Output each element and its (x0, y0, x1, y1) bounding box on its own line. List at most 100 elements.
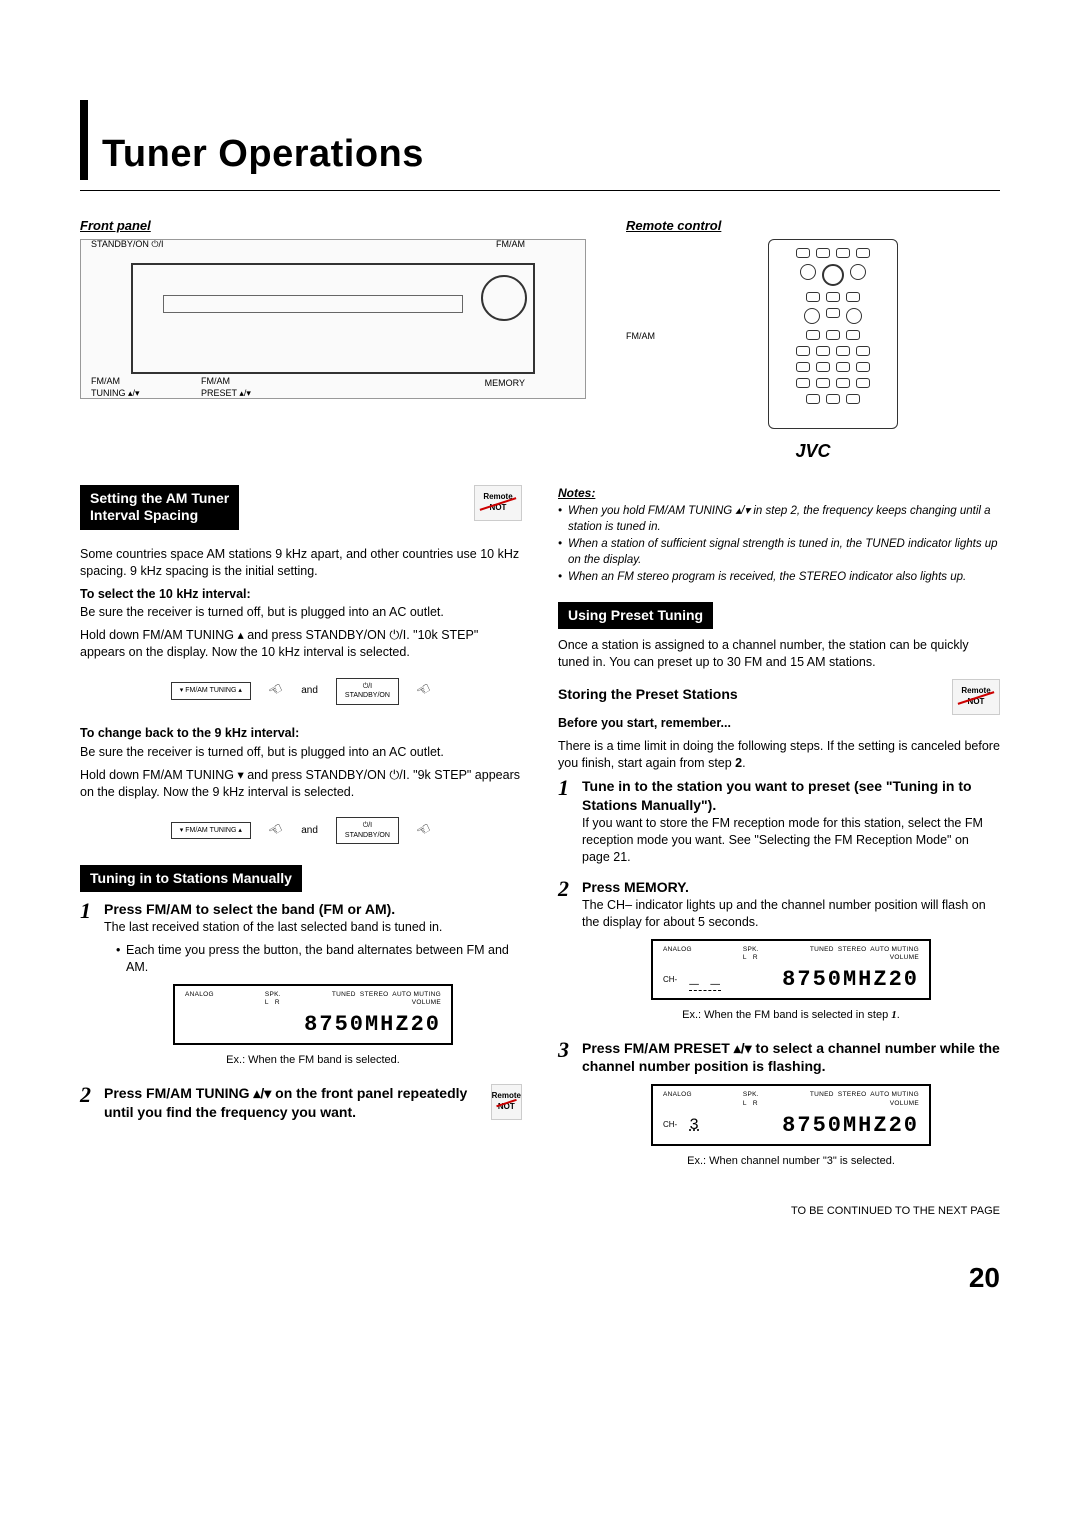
heading-preset-tuning: Using Preset Tuning (558, 602, 713, 630)
remote-not-icon: Remote NOT (474, 485, 522, 521)
r-step-2: 2 Press MEMORY. The CH– indicator lights… (558, 878, 1000, 1033)
display-1: ANALOG SPK. L R TUNED STEREO AUTO MUTING… (173, 984, 453, 1045)
note-item: When a station of sufficient signal stre… (558, 537, 1000, 568)
mini-standby-box: ⏻/I STANDBY/ON (336, 817, 399, 844)
step1-body: The last received station of the last se… (104, 919, 522, 936)
title-block: Tuner Operations (80, 100, 1000, 180)
disp-top-mid: SPK. L R (743, 1091, 759, 1109)
r-step-1: 1 Tune in to the station you want to pre… (558, 777, 1000, 871)
callout-fmam-preset: FM/AM PRESET ▴/▾ (201, 375, 251, 399)
r-step3-head: Press FM/AM PRESET ▴/▾ to select a chann… (582, 1039, 1000, 1077)
remote-diagram (768, 239, 898, 429)
r-step2-head: Press MEMORY. (582, 878, 1000, 897)
note-item: When you hold FM/AM TUNING ▴/▾ in step 2… (558, 504, 1000, 535)
step-num: 1 (558, 777, 574, 871)
callout-fmam-tuning: FM/AM TUNING ▴/▾ (91, 375, 140, 399)
am-intro: Some countries space AM stations 9 kHz a… (80, 546, 522, 580)
disp-top-left: ANALOG (663, 1091, 692, 1109)
disp-top-left: ANALOG (663, 946, 692, 964)
hand-icon: ☜ (412, 818, 435, 844)
preset-intro: Once a station is assigned to a channel … (558, 637, 1000, 671)
callout-fmam-top: FM/AM (496, 238, 525, 250)
notes-head: Notes: (558, 485, 1000, 501)
display-3: ANALOG SPK. L R TUNED STEREO AUTO MUTING… (651, 1084, 931, 1145)
disp-top-mid: SPK. L R (265, 991, 281, 1009)
notes-list: When you hold FM/AM TUNING ▴/▾ in step 2… (558, 504, 1000, 586)
r-step-3: 3 Press FM/AM PRESET ▴/▾ to select a cha… (558, 1039, 1000, 1179)
left-column: Setting the AM Tuner Interval Spacing Re… (80, 485, 522, 1219)
note-item: When an FM stereo program is received, t… (558, 570, 1000, 586)
before-start: Before you start, remember... (558, 715, 1000, 732)
title-rule (80, 190, 1000, 191)
front-panel-block: Front panel STANDBY/ON ⏻/I FM/AM FM/AM T… (80, 217, 586, 463)
callout-standby: STANDBY/ON ⏻/I (91, 238, 163, 250)
mini-standby-box: ⏻/I STANDBY/ON (336, 678, 399, 705)
remote-label: Remote control (626, 217, 1000, 235)
remote-not-icon: Remote NOT (491, 1084, 522, 1120)
sel9-1: Be sure the receiver is turned off, but … (80, 744, 522, 761)
callout-remote-fmam: FM/AM (626, 330, 655, 342)
and-label: and (301, 684, 318, 698)
mini-diagram-10k: ▾ FM/AM TUNING ▴ ☜ and ⏻/I STANDBY/ON ☜ (80, 667, 522, 715)
remote-not-line2: NOT (490, 503, 507, 514)
sel10-head: To select the 10 kHz interval: (80, 586, 522, 603)
heading-am-interval: Setting the AM Tuner Interval Spacing (80, 485, 239, 530)
and-label: and (301, 824, 318, 838)
step-num: 1 (80, 900, 96, 1078)
remote-not-line1: Remote (483, 492, 512, 503)
step-num: 2 (558, 878, 574, 1033)
step1-bullet: Each time you press the button, the band… (116, 942, 522, 976)
disp-top-left: ANALOG (185, 991, 214, 1009)
remote-not-line1: Remote (492, 1091, 521, 1102)
disp-top-right: TUNED STEREO AUTO MUTING VOLUME (332, 991, 441, 1009)
page-number: 20 (80, 1259, 1000, 1297)
title-accent-bar (80, 100, 88, 180)
front-panel-diagram: STANDBY/ON ⏻/I FM/AM FM/AM TUNING ▴/▾ FM… (80, 239, 586, 399)
display-2: ANALOG SPK. L R TUNED STEREO AUTO MUTING… (651, 939, 931, 1000)
step-num: 2 (80, 1084, 96, 1122)
content-columns: Setting the AM Tuner Interval Spacing Re… (80, 485, 1000, 1219)
dial-icon (481, 275, 527, 321)
ch-digits: _ _ (689, 969, 721, 992)
remote-not-line1: Remote (961, 686, 990, 697)
ch-digits: 3 (689, 1115, 700, 1137)
caption-1: Ex.: When the FM band is selected. (104, 1053, 522, 1068)
mini-diagram-9k: ▾ FM/AM TUNING ▴ ☜ and ⏻/I STANDBY/ON ☜ (80, 807, 522, 855)
continue-note: TO BE CONTINUED TO THE NEXT PAGE (558, 1204, 1000, 1219)
caption-3: Ex.: When channel number "3" is selected… (582, 1154, 1000, 1169)
ch-label: CH- (663, 975, 677, 986)
sel10-1: Be sure the receiver is turned off, but … (80, 604, 522, 621)
step2-head: Press FM/AM TUNING ▴/▾ on the front pane… (104, 1084, 483, 1122)
step-num: 3 (558, 1039, 574, 1179)
sel9-2: Hold down FM/AM TUNING ▾ and press STAND… (80, 767, 522, 801)
remote-block: Remote control FM/AM JVC (626, 217, 1000, 463)
step-1: 1 Press FM/AM to select the band (FM or … (80, 900, 522, 1078)
step1-bullets: Each time you press the button, the band… (104, 942, 522, 976)
sel10-2: Hold down FM/AM TUNING ▴ and press STAND… (80, 627, 522, 661)
sel9-head: To change back to the 9 kHz interval: (80, 725, 522, 742)
disp-main: 8750MHZ20 (712, 1111, 919, 1141)
disp-top-mid: SPK. L R (743, 946, 759, 964)
heading-tuning-manually: Tuning in to Stations Manually (80, 865, 302, 893)
callout-memory: MEMORY (485, 377, 525, 389)
r-step1-body: If you want to store the FM reception mo… (582, 815, 1000, 866)
brand-logo: JVC (626, 439, 1000, 463)
mini-tuning-box: ▾ FM/AM TUNING ▴ (171, 822, 251, 839)
page-title: Tuner Operations (102, 129, 424, 180)
receiver-outline (131, 263, 534, 374)
hand-icon: ☜ (412, 678, 435, 704)
r-step2-body: The CH– indicator lights up and the chan… (582, 897, 1000, 931)
storing-head: Storing the Preset Stations (558, 685, 738, 704)
display-window-icon (163, 295, 462, 313)
step-2: 2 Press FM/AM TUNING ▴/▾ on the front pa… (80, 1084, 522, 1122)
hand-icon: ☜ (264, 818, 287, 844)
remote-not-line2: NOT (968, 697, 985, 708)
remote-not-line2: NOT (498, 1102, 515, 1113)
right-column: Notes: When you hold FM/AM TUNING ▴/▾ in… (558, 485, 1000, 1219)
disp-top-right: TUNED STEREO AUTO MUTING VOLUME (810, 946, 919, 964)
step1-head: Press FM/AM to select the band (FM or AM… (104, 900, 522, 919)
disp-main: 8750MHZ20 (185, 1010, 441, 1040)
disp-top-right: TUNED STEREO AUTO MUTING VOLUME (810, 1091, 919, 1109)
r-step1-head: Tune in to the station you want to prese… (582, 777, 1000, 815)
hand-icon: ☜ (264, 678, 287, 704)
